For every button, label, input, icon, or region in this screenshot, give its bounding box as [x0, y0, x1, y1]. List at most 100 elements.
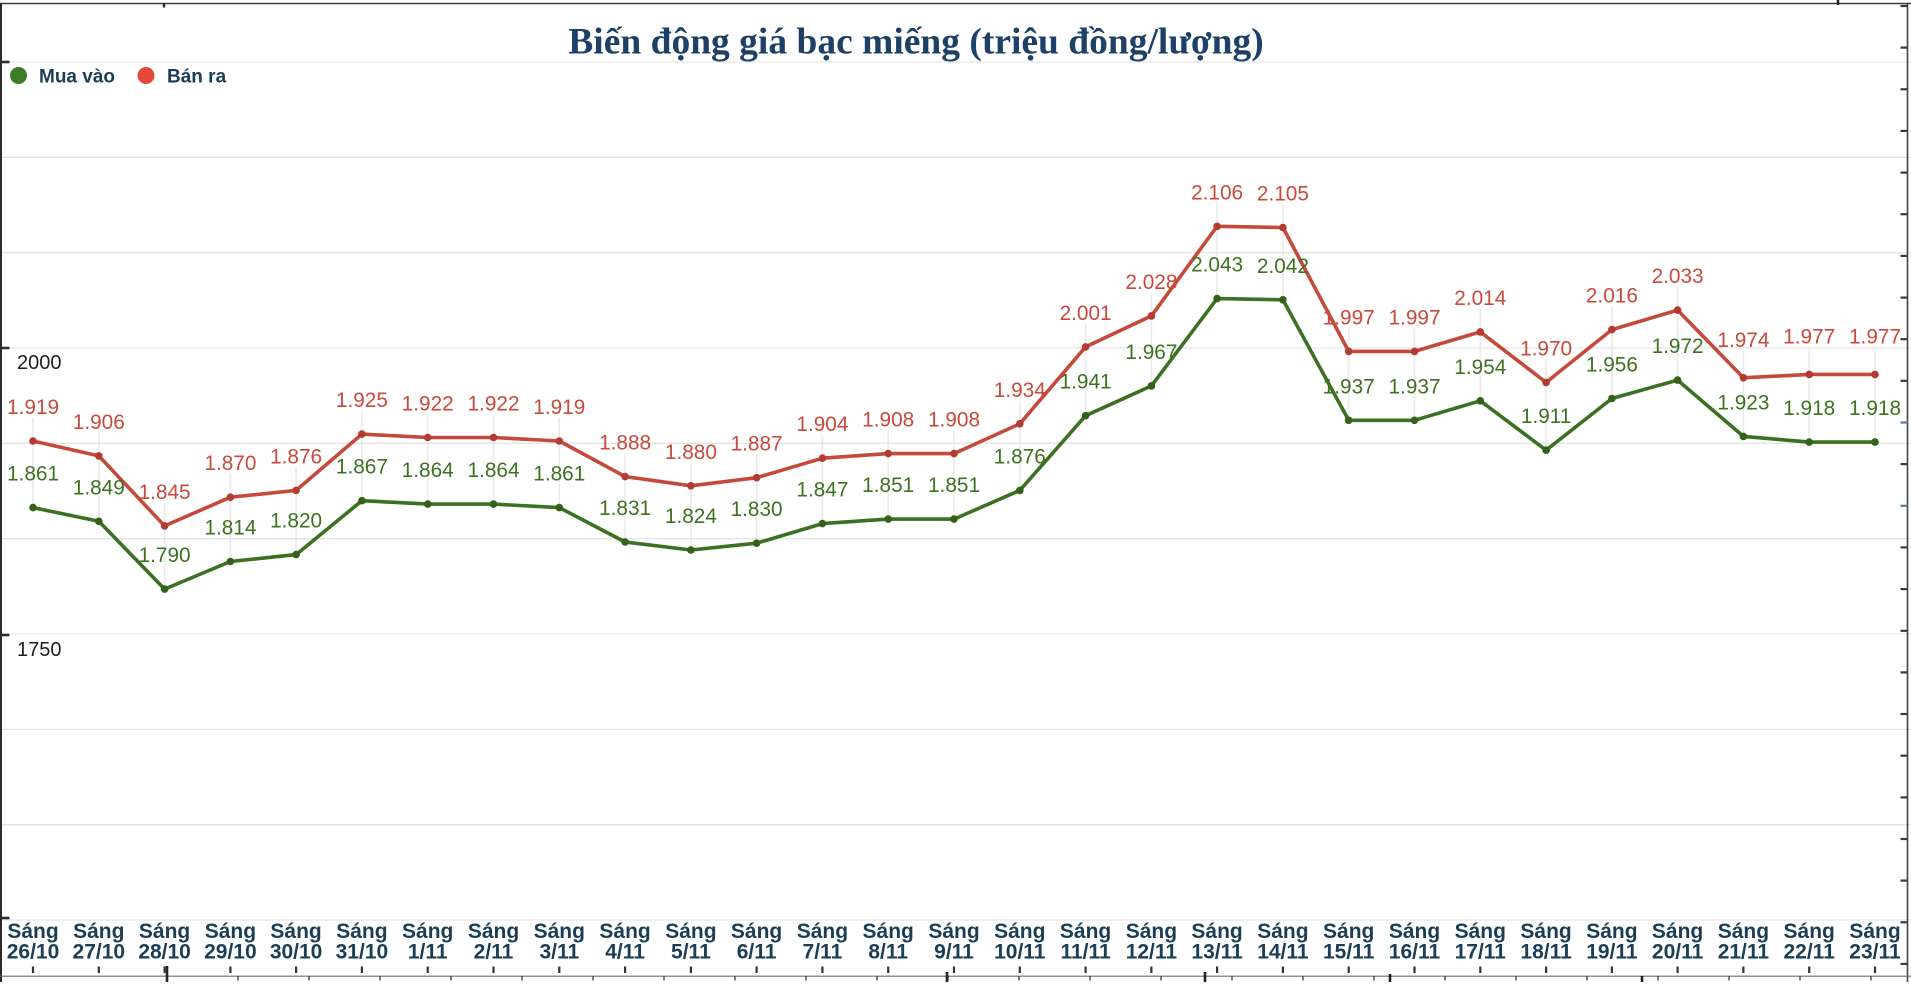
svg-text:Sáng: Sáng	[994, 920, 1045, 943]
svg-text:1.845: 1.845	[139, 481, 191, 504]
svg-text:4/11: 4/11	[605, 941, 645, 964]
svg-text:Sáng: Sáng	[731, 920, 782, 943]
svg-text:1.908: 1.908	[862, 409, 914, 432]
svg-text:1.997: 1.997	[1388, 306, 1440, 329]
svg-text:Sáng: Sáng	[665, 920, 716, 943]
svg-text:1.922: 1.922	[467, 393, 519, 416]
svg-text:7/11: 7/11	[803, 941, 843, 964]
svg-text:2000: 2000	[17, 352, 62, 374]
svg-text:1.937: 1.937	[1323, 375, 1375, 398]
svg-text:1.970: 1.970	[1520, 337, 1572, 360]
svg-text:1.967: 1.967	[1125, 341, 1177, 364]
svg-text:1.824: 1.824	[665, 505, 717, 528]
svg-text:Sáng: Sáng	[1784, 920, 1835, 943]
svg-text:31/10: 31/10	[336, 941, 389, 964]
svg-text:Sáng: Sáng	[336, 920, 387, 943]
svg-text:1.876: 1.876	[270, 445, 322, 468]
svg-text:1.851: 1.851	[928, 474, 980, 497]
svg-text:27/10: 27/10	[73, 941, 126, 964]
svg-text:19/11: 19/11	[1586, 941, 1638, 964]
svg-text:Sáng: Sáng	[1389, 920, 1440, 943]
svg-text:1.851: 1.851	[862, 474, 914, 497]
svg-text:1.974: 1.974	[1717, 329, 1769, 352]
svg-text:12/11: 12/11	[1126, 941, 1178, 964]
svg-text:17/11: 17/11	[1455, 941, 1507, 964]
svg-text:1.864: 1.864	[402, 459, 454, 482]
svg-text:29/10: 29/10	[204, 941, 257, 964]
svg-text:1.847: 1.847	[796, 479, 848, 502]
svg-text:2.042: 2.042	[1257, 255, 1309, 278]
svg-text:1.941: 1.941	[1060, 371, 1112, 394]
svg-text:10/11: 10/11	[994, 941, 1046, 964]
svg-text:14/11: 14/11	[1257, 941, 1309, 964]
svg-text:2.001: 2.001	[1060, 302, 1112, 325]
svg-text:1.904: 1.904	[796, 413, 848, 436]
svg-text:30/10: 30/10	[270, 941, 323, 964]
svg-text:1.977: 1.977	[1849, 325, 1901, 348]
svg-text:1.908: 1.908	[928, 409, 980, 432]
svg-text:1.790: 1.790	[139, 544, 191, 567]
svg-text:Sáng: Sáng	[599, 920, 650, 943]
svg-text:1.977: 1.977	[1783, 325, 1835, 348]
svg-text:Sáng: Sáng	[468, 920, 519, 943]
svg-text:Sáng: Sáng	[1455, 920, 1506, 943]
svg-text:1.956: 1.956	[1586, 354, 1638, 377]
svg-text:1.870: 1.870	[204, 452, 256, 475]
svg-text:1.820: 1.820	[270, 510, 322, 533]
svg-text:1.831: 1.831	[599, 497, 651, 520]
svg-text:16/11: 16/11	[1389, 941, 1441, 964]
svg-text:1.937: 1.937	[1388, 375, 1440, 398]
svg-text:6/11: 6/11	[737, 941, 777, 964]
svg-text:2.043: 2.043	[1191, 254, 1243, 277]
svg-text:Mua vào: Mua vào	[39, 67, 115, 88]
svg-text:Bán ra: Bán ra	[167, 67, 227, 88]
svg-text:1.888: 1.888	[599, 432, 651, 455]
svg-text:Sáng: Sáng	[205, 920, 256, 943]
svg-text:1.934: 1.934	[994, 379, 1046, 402]
svg-text:Biến động giá bạc miếng (triệu: Biến động giá bạc miếng (triệu đồng/lượn…	[568, 22, 1263, 63]
svg-text:Sáng: Sáng	[1652, 920, 1703, 943]
svg-text:Sáng: Sáng	[534, 920, 585, 943]
svg-text:1.954: 1.954	[1454, 356, 1506, 379]
svg-text:Sáng: Sáng	[7, 920, 58, 943]
svg-text:1/11: 1/11	[408, 941, 448, 964]
svg-text:2.028: 2.028	[1125, 271, 1177, 294]
svg-text:1.864: 1.864	[467, 459, 519, 482]
svg-text:23/11: 23/11	[1849, 941, 1901, 964]
svg-text:13/11: 13/11	[1191, 941, 1243, 964]
svg-text:1.918: 1.918	[1783, 397, 1835, 420]
svg-text:Sáng: Sáng	[863, 920, 914, 943]
svg-text:1.861: 1.861	[7, 463, 59, 486]
svg-text:15/11: 15/11	[1323, 941, 1375, 964]
svg-text:26/10: 26/10	[7, 941, 60, 964]
svg-text:Sáng: Sáng	[1520, 920, 1571, 943]
svg-text:Sáng: Sáng	[1849, 920, 1900, 943]
svg-text:18/11: 18/11	[1520, 941, 1572, 964]
svg-text:1.922: 1.922	[402, 393, 454, 416]
svg-text:Sáng: Sáng	[73, 920, 124, 943]
svg-text:1.919: 1.919	[7, 396, 59, 419]
svg-text:Sáng: Sáng	[1586, 920, 1637, 943]
svg-text:Sáng: Sáng	[797, 920, 848, 943]
svg-text:9/11: 9/11	[934, 941, 974, 964]
svg-text:22/11: 22/11	[1783, 941, 1835, 964]
svg-text:1.861: 1.861	[533, 463, 585, 486]
svg-text:Sáng: Sáng	[139, 920, 190, 943]
svg-text:1.918: 1.918	[1849, 397, 1901, 420]
svg-text:1.925: 1.925	[336, 389, 388, 412]
svg-text:Sáng: Sáng	[1257, 920, 1308, 943]
svg-text:1.867: 1.867	[336, 456, 388, 479]
svg-text:1.887: 1.887	[731, 433, 783, 456]
svg-text:1.919: 1.919	[533, 396, 585, 419]
svg-text:2.106: 2.106	[1191, 181, 1243, 204]
svg-text:1.997: 1.997	[1323, 306, 1375, 329]
svg-text:1.923: 1.923	[1717, 391, 1769, 414]
svg-text:Sáng: Sáng	[1323, 920, 1374, 943]
svg-text:Sáng: Sáng	[1060, 920, 1111, 943]
svg-text:Sáng: Sáng	[1718, 920, 1769, 943]
svg-text:1.814: 1.814	[204, 517, 256, 540]
svg-text:2.016: 2.016	[1586, 285, 1638, 308]
svg-text:1.906: 1.906	[73, 411, 125, 434]
svg-text:1.880: 1.880	[665, 441, 717, 464]
svg-text:3/11: 3/11	[539, 941, 579, 964]
